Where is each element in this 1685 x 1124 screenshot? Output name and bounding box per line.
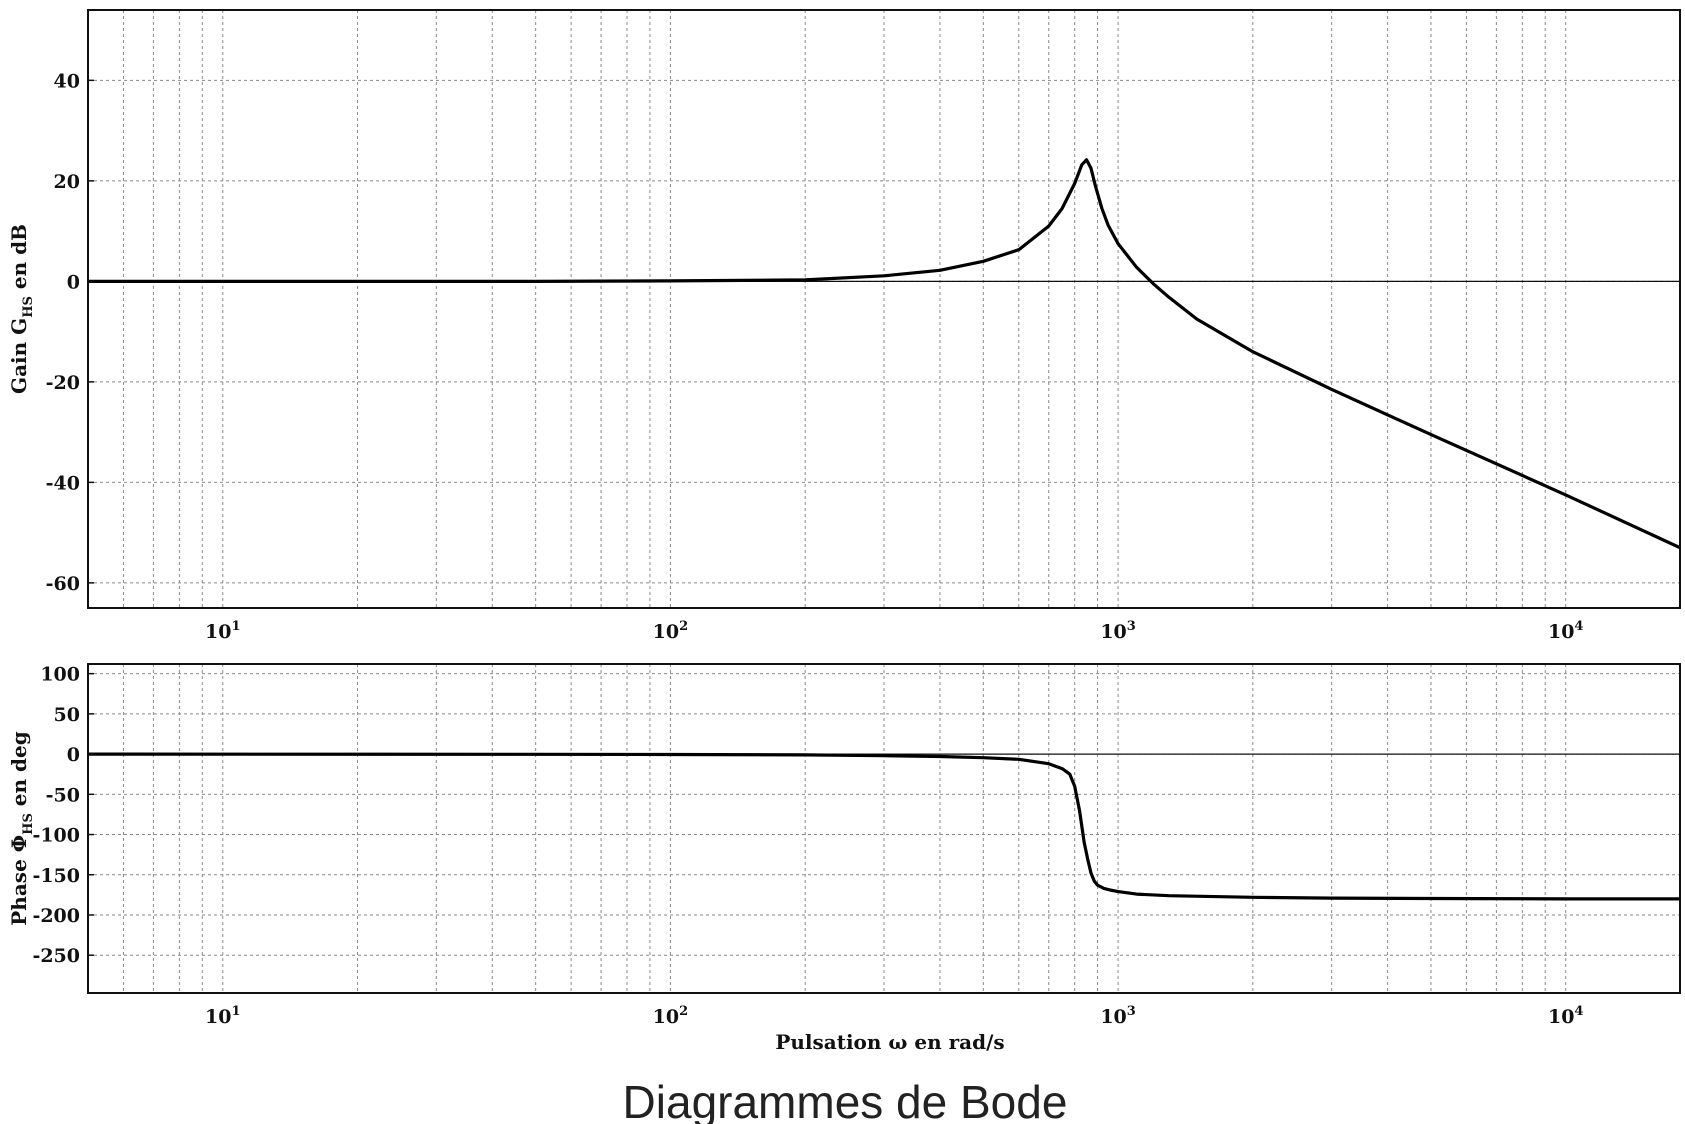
gain-plot: 40 20 0 -20 -40 -60 101 102 103 104 Gain GHS en …: [7, 9, 1681, 643]
x-axis-label: Pulsation ω en rad/s: [775, 1030, 1004, 1054]
gain-y-ticks: 40 20 0 -20 -40 -60: [46, 70, 94, 595]
phase-grid: [87, 664, 1680, 993]
phase-x-tick-label: 102: [653, 1004, 689, 1028]
phase-y-tick-label: 50: [54, 704, 80, 726]
phase-y-tick-label: 100: [40, 664, 80, 686]
gain-y-tick-label: 20: [54, 171, 80, 193]
gain-y-tick-label: 0: [67, 271, 80, 293]
phase-y-tick-label: -250: [32, 945, 80, 967]
gain-x-ticks: 101 102 103 104: [205, 619, 1583, 643]
phase-y-tick-label: 0: [67, 744, 80, 766]
phase-x-tick-label: 104: [1548, 1004, 1584, 1028]
gain-x-tick-label: 102: [653, 619, 689, 643]
gain-x-tick-label: 101: [205, 619, 241, 643]
phase-y-tick-label: -200: [32, 905, 80, 927]
phase-plot: 100 50 0 -50 -100 -150 -200 -250 101 102 103 104 P…: [7, 663, 1681, 1054]
phase-x-ticks: 101 102 103 104: [205, 1004, 1583, 1028]
gain-y-tick-label: -40: [46, 472, 80, 494]
gain-x-tick-label: 104: [1548, 619, 1584, 643]
gain-y-tick-label: 40: [54, 70, 80, 92]
gain-y-axis-label: Gain GHS en dB: [7, 224, 36, 394]
phase-curve: [87, 752, 1680, 901]
phase-y-ticks: 100 50 0 -50 -100 -150 -200 -250: [32, 664, 94, 967]
gain-y-label-sub: HS: [21, 296, 36, 318]
phase-y-tick-label: -50: [46, 784, 80, 806]
phase-y-tick-label: -100: [32, 825, 80, 847]
gain-grid: [87, 10, 1680, 608]
phase-y-label-main: Phase Φ: [7, 835, 31, 926]
gain-y-label-rest: en dB: [7, 224, 31, 296]
phase-x-tick-label: 101: [205, 1004, 241, 1028]
gain-plot-frame: [87, 9, 1681, 609]
gain-curve: [88, 158, 1681, 550]
gain-y-label-main: Gain G: [7, 318, 31, 394]
gain-x-tick-label: 103: [1100, 619, 1136, 643]
gain-y-tick-label: -60: [46, 573, 80, 595]
phase-y-label-sub: HS: [21, 813, 36, 835]
phase-y-axis-label: Phase ΦHS en deg: [7, 731, 36, 925]
gain-y-tick-label: -20: [46, 372, 80, 394]
figure-caption: Diagrammes de Bode: [623, 1076, 1068, 1124]
phase-y-label-rest: en deg: [7, 731, 31, 813]
phase-y-tick-label: -150: [32, 865, 80, 887]
phase-x-tick-label: 103: [1100, 1004, 1136, 1028]
phase-plot-frame: [87, 663, 1681, 994]
